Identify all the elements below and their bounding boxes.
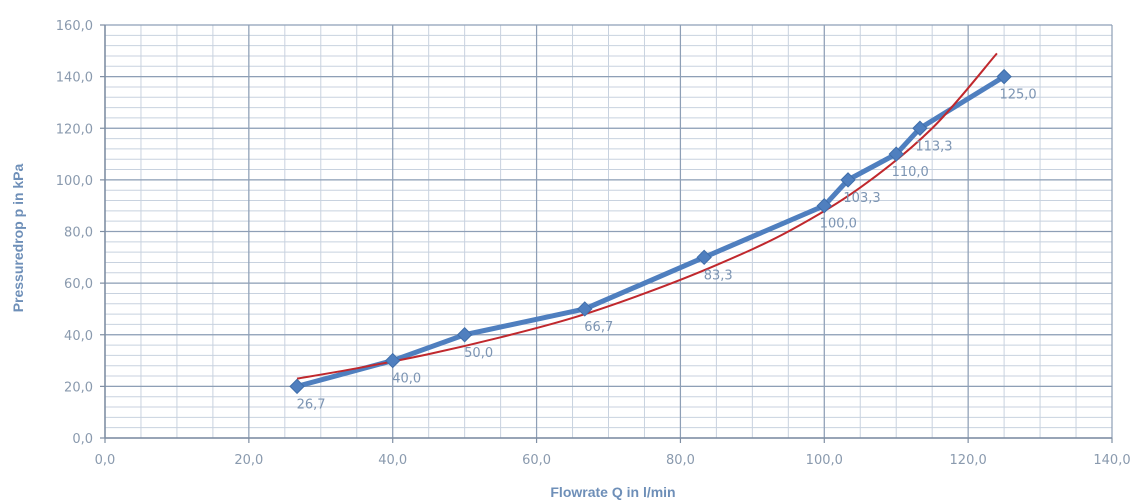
data-point-label: 66,7 <box>584 320 613 335</box>
data-point-label: 110,0 <box>892 165 929 180</box>
major-grid <box>104 24 1113 439</box>
series-line-trend <box>296 52 998 380</box>
y-tick-label: 140,0 <box>56 71 93 86</box>
x-tick-labels: 0,0 20,0 40,0 60,0 80,0 100,0 120,0 140,0 <box>95 453 1131 468</box>
y-tick-label: 120,0 <box>56 122 93 137</box>
y-tick-label: 40,0 <box>64 329 93 344</box>
data-point-marker <box>840 172 856 188</box>
x-tick-label: 80,0 <box>666 453 695 468</box>
data-point-label: 83,3 <box>704 268 733 283</box>
data-point-label: 113,3 <box>915 139 952 154</box>
x-axis-title: Flowrate Q in l/min <box>550 484 675 500</box>
axes <box>100 24 1113 443</box>
data-point-marker <box>816 197 832 214</box>
data-point-marker <box>696 249 712 266</box>
y-tick-label: 100,0 <box>56 174 93 189</box>
y-tick-labels: 0,0 20,0 40,0 60,0 80,0 100,0 120,0 140,0 160,0 <box>56 19 93 447</box>
data-point-marker <box>888 146 904 162</box>
y-tick-label: 20,0 <box>64 380 93 395</box>
data-point-marker <box>289 378 305 395</box>
data-point-marker <box>456 327 473 343</box>
x-tick-label: 140,0 <box>1093 453 1130 468</box>
series-line-measured <box>294 74 1007 389</box>
data-point-label: 100,0 <box>820 217 857 232</box>
y-tick-label: 60,0 <box>64 277 93 292</box>
data-point-marker <box>912 120 928 136</box>
x-tick-label: 60,0 <box>522 453 551 468</box>
y-tick-label: 160,0 <box>56 19 93 34</box>
x-tick-label: 0,0 <box>95 453 116 468</box>
data-point-marker <box>996 68 1012 85</box>
data-point-label: 125,0 <box>999 88 1036 103</box>
x-tick-label: 100,0 <box>806 453 843 468</box>
series-layer <box>289 52 1012 395</box>
x-tick-label: 20,0 <box>234 453 263 468</box>
y-tick-label: 0,0 <box>72 432 93 447</box>
x-tick-label: 40,0 <box>378 453 407 468</box>
data-point-label: 103,3 <box>843 191 880 206</box>
x-tick-label: 120,0 <box>950 453 987 468</box>
data-point-marker <box>385 352 401 369</box>
data-point-label: 50,0 <box>464 346 493 361</box>
y-tick-label: 80,0 <box>64 226 93 241</box>
data-point-marker <box>577 301 593 317</box>
data-point-label: 40,0 <box>392 372 421 387</box>
y-axis-title: Pressuredrop p in kPa <box>10 163 26 312</box>
data-labels: 26,7 40,0 50,0 66,7 83,3 100,0 103,3 110,0 113,3… <box>297 88 1037 413</box>
data-point-label: 26,7 <box>297 397 326 412</box>
